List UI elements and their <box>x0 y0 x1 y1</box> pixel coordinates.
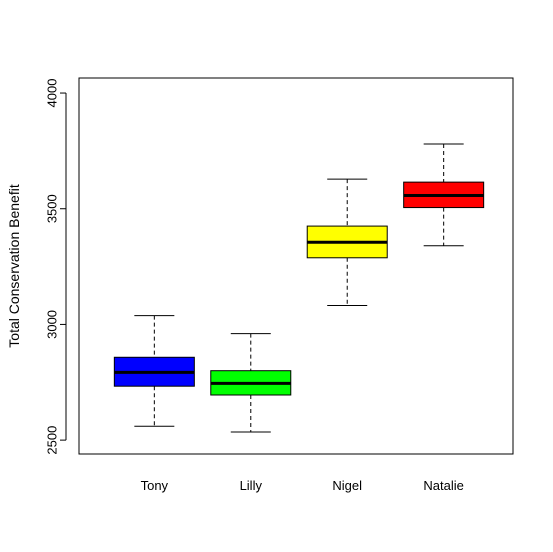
y-axis-label: Total Conservation Benefit <box>6 184 22 348</box>
y-tick-label: 2500 <box>45 426 60 455</box>
y-axis: 2500 3000 3500 4000 <box>45 79 67 455</box>
box-tony <box>113 315 195 427</box>
y-tick-label: 3000 <box>45 310 60 339</box>
y-tick-label: 4000 <box>45 79 60 108</box>
plot-frame <box>78 77 514 455</box>
x-tick-label: Lilly <box>240 478 263 493</box>
x-axis: Tony Lilly Nigel Natalie <box>141 478 464 493</box>
y-tick-label: 3500 <box>45 194 60 223</box>
box-nigel <box>306 178 388 306</box>
boxes-layer <box>113 143 485 433</box>
box-natalie <box>403 143 485 247</box>
x-tick-label: Natalie <box>423 478 463 493</box>
x-tick-label: Nigel <box>332 478 362 493</box>
x-tick-label: Tony <box>141 478 169 493</box>
box-lilly <box>210 333 292 433</box>
